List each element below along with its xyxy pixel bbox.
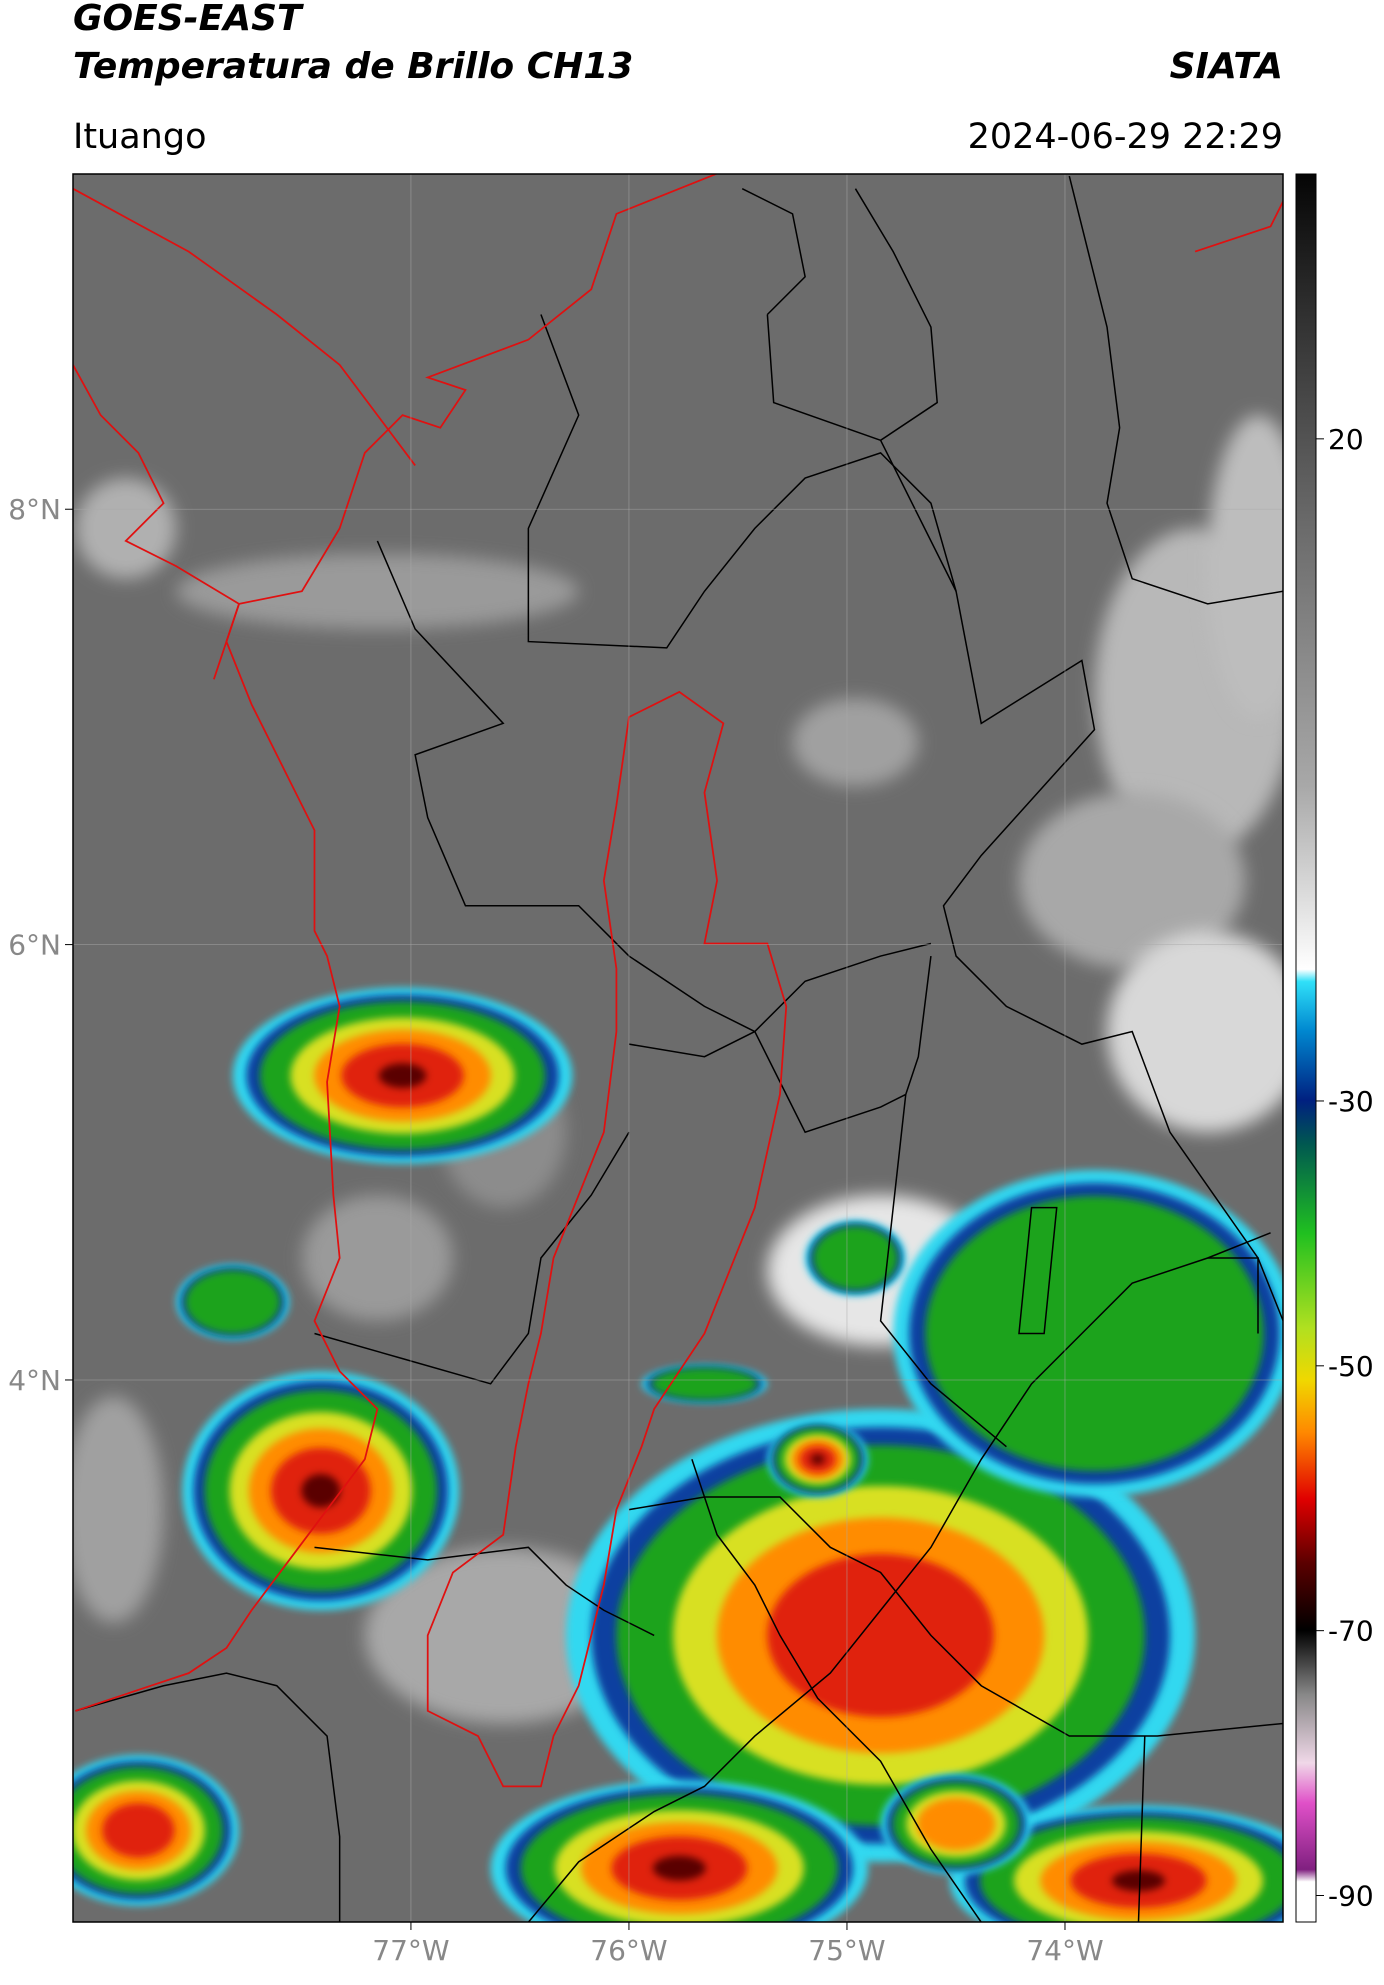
cloud — [1107, 930, 1283, 1133]
map-area — [73, 174, 1283, 1922]
colorbar-tick-label: 20 — [1328, 423, 1364, 456]
colorbar-tick-label: -30 — [1328, 1085, 1374, 1118]
axes: 77°W 76°W 75°W 74°W 8°N 6°N 4°N 20 -30 -50 -70 -90 — [8, 423, 1374, 1967]
convective-cloud — [925, 1196, 1264, 1471]
convective-cloud — [651, 1367, 758, 1400]
colorbar-tick-label: -90 — [1328, 1880, 1374, 1913]
subtitle: Temperatura de Brillo CH13 — [73, 46, 633, 87]
x-tick-label: 74°W — [1026, 1934, 1103, 1967]
borders — [73, 174, 1283, 1922]
convective-cloud — [185, 1270, 281, 1334]
cloud — [1207, 415, 1283, 718]
x-tick-label: 76°W — [590, 1934, 667, 1967]
cloud — [301, 1195, 453, 1321]
cloud — [792, 698, 919, 787]
grid — [73, 174, 1283, 1922]
region: Ituango — [73, 117, 207, 157]
title: GOES-EAST — [73, 0, 304, 39]
convective-cloud — [916, 1797, 996, 1851]
convective-cloud — [1112, 1870, 1165, 1892]
y-tick-label: 6°N — [8, 929, 61, 962]
source: SIATA — [1170, 46, 1283, 87]
map-frame — [72, 173, 1284, 1923]
cloud — [75, 478, 177, 579]
convective-cloud — [810, 1453, 825, 1465]
colorbar-tick-label: -70 — [1328, 1615, 1374, 1648]
convective-cloud — [652, 1855, 706, 1881]
convective-cloud — [102, 1803, 175, 1858]
convective-cloud — [813, 1226, 898, 1290]
cloud — [73, 1396, 164, 1623]
x-tick-label: 77°W — [372, 1934, 449, 1967]
cloud — [176, 553, 579, 629]
convective-cloud — [767, 1553, 994, 1717]
colorbar-tick-label: -50 — [1328, 1350, 1374, 1383]
convective-cloud — [378, 1063, 427, 1088]
y-tick-label: 4°N — [8, 1364, 61, 1397]
y-tick-label: 8°N — [8, 493, 61, 526]
datetime: 2024-06-29 22:29 — [968, 117, 1283, 157]
colorbar — [1295, 173, 1317, 1923]
cloud — [1018, 792, 1246, 969]
x-tick-label: 75°W — [808, 1934, 885, 1967]
convective-cloud — [301, 1473, 341, 1508]
